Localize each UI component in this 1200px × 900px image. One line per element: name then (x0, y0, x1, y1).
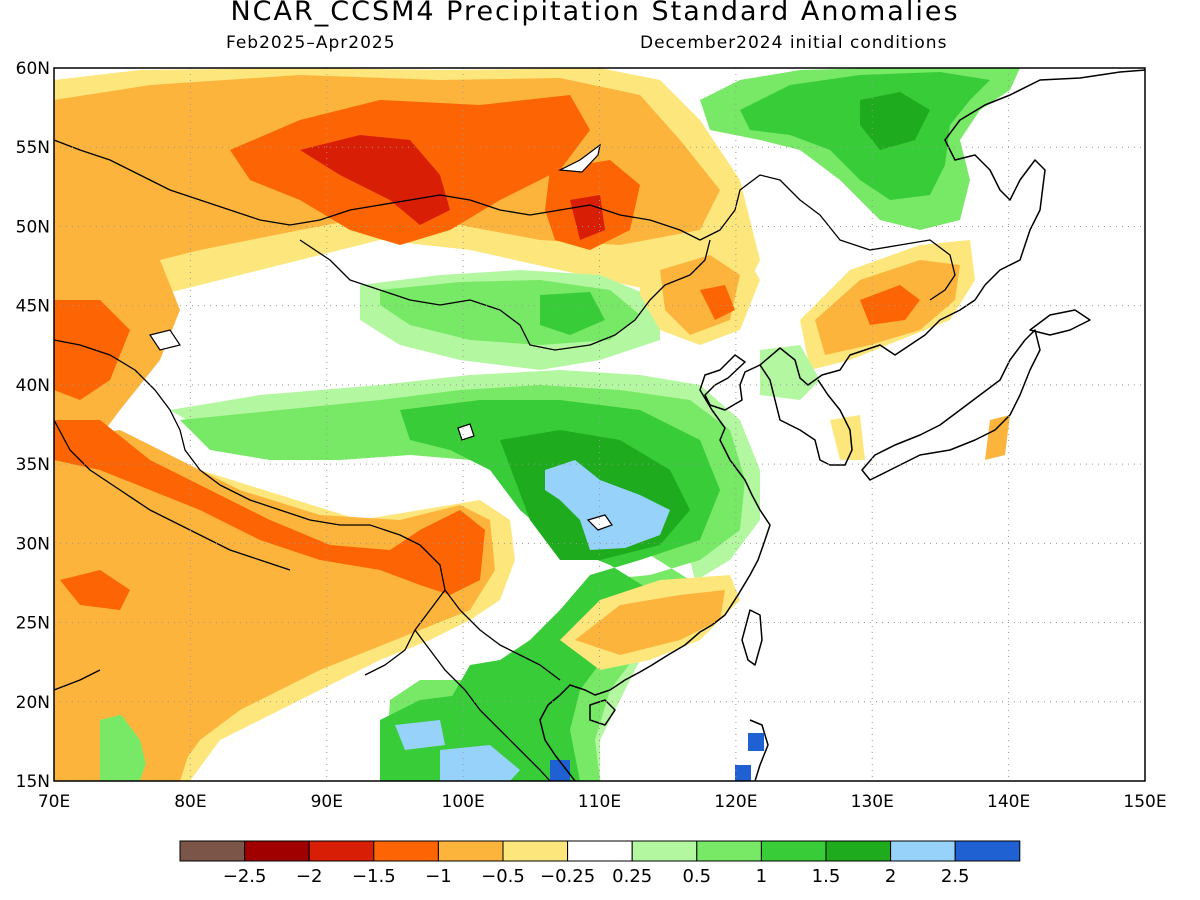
colorbar-swatch (954, 840, 1021, 862)
colorbar-swatch (373, 840, 439, 862)
colorbar-swatch (567, 840, 633, 862)
colorbar-swatch (308, 840, 375, 862)
x-tick-label: 80E (174, 792, 206, 812)
colorbar-label: 2 (885, 866, 896, 887)
tibet-dry-core (54, 420, 485, 595)
colorbar-label: −1 (425, 866, 452, 887)
colorbar-swatch (890, 840, 956, 862)
forecast-period: Feb2025–Apr2025 (226, 33, 396, 53)
northeast-wet (740, 72, 990, 200)
colorbar (179, 840, 1021, 862)
y-tick-label: 20N (16, 693, 50, 713)
northeast-wet-core (860, 92, 930, 150)
manchuria-dry-core (860, 285, 920, 325)
korea-wet-light (760, 345, 820, 400)
colorbar-swatch (179, 840, 246, 862)
y-tick-label: 40N (16, 376, 50, 396)
colorbar-label: −0.5 (481, 866, 525, 887)
colorbar-label: 0.5 (682, 866, 711, 887)
indochina-wet (380, 695, 560, 781)
x-tick-label: 140E (987, 792, 1030, 812)
south-china-dry (575, 590, 725, 655)
x-tick-label: 150E (1123, 792, 1166, 812)
northeast-dry-core (700, 285, 735, 320)
siberia-dry-max (300, 135, 450, 225)
y-tick-label: 30N (16, 534, 50, 554)
x-axis-ticks: 70E 80E 90E 100E 110E 120E 130E 140E 150E (38, 792, 1167, 812)
central-wet-extreme (545, 460, 670, 550)
initial-conditions: December2024 initial conditions (640, 33, 948, 53)
y-axis-ticks: 60N 55N 50N 45N 40N 35N 30N 25N 20N 15N (16, 59, 50, 792)
y-tick-label: 45N (16, 297, 50, 317)
y-tick-label: 50N (16, 217, 50, 237)
colorbar-label: −2 (296, 866, 323, 887)
coastlines (539, 69, 1145, 781)
map-gridlines (54, 68, 1145, 781)
x-tick-label: 110E (578, 792, 621, 812)
y-tick-label: 25N (16, 614, 50, 634)
y-tick-label: 55N (16, 138, 50, 158)
y-tick-label: 35N (16, 455, 50, 475)
colorbar-label: −1.5 (352, 866, 396, 887)
colorbar-label: −0.25 (540, 866, 595, 887)
vietnam-wet-extreme (550, 760, 570, 781)
colorbar-label: 0.25 (612, 866, 652, 887)
india-dry-south (54, 630, 190, 781)
colorbar-swatch (244, 840, 310, 862)
colorbar-label: 1.5 (812, 866, 841, 887)
colorbar-label: 2.5 (941, 866, 970, 887)
colorbar-swatch (437, 840, 504, 862)
x-tick-label: 70E (38, 792, 70, 812)
colorbar-swatch (696, 840, 762, 862)
philippines-wet-extreme-south (735, 765, 751, 781)
india-dry-core (60, 570, 130, 610)
japan-dry-spot (830, 415, 865, 460)
indochina-wet-max (440, 745, 520, 781)
colorbar-label: −2.5 (223, 866, 267, 887)
x-tick-label: 100E (442, 792, 485, 812)
map-frame (53, 67, 1146, 782)
x-tick-label: 90E (311, 792, 343, 812)
myanmar-wet-light (395, 720, 445, 750)
colorbar-swatch (825, 840, 892, 862)
west-dry-core (54, 300, 130, 400)
lakes (149, 143, 613, 531)
map-title: NCAR_CCSM4 Precipitation Standard Anomal… (230, 0, 960, 27)
colorbar-swatch (502, 840, 569, 862)
colorbar-label: 1 (756, 866, 767, 887)
colorbar-labels: −2.5 −2 −1.5 −1 −0.5 −0.25 0.25 0.5 1 1.5 2 2.5 (223, 866, 970, 887)
y-tick-label: 60N (16, 59, 50, 79)
x-tick-label: 130E (851, 792, 894, 812)
colorbar-swatch (760, 840, 827, 862)
philippines-wet-extreme (748, 733, 764, 751)
x-tick-label: 120E (714, 792, 757, 812)
colorbar-swatch (631, 840, 698, 862)
y-tick-label: 15N (16, 772, 50, 792)
anomaly-field (54, 68, 1145, 781)
honshu-dry-spot (985, 415, 1010, 460)
country-borders (54, 139, 956, 781)
mongolia-wet-core (540, 292, 605, 335)
